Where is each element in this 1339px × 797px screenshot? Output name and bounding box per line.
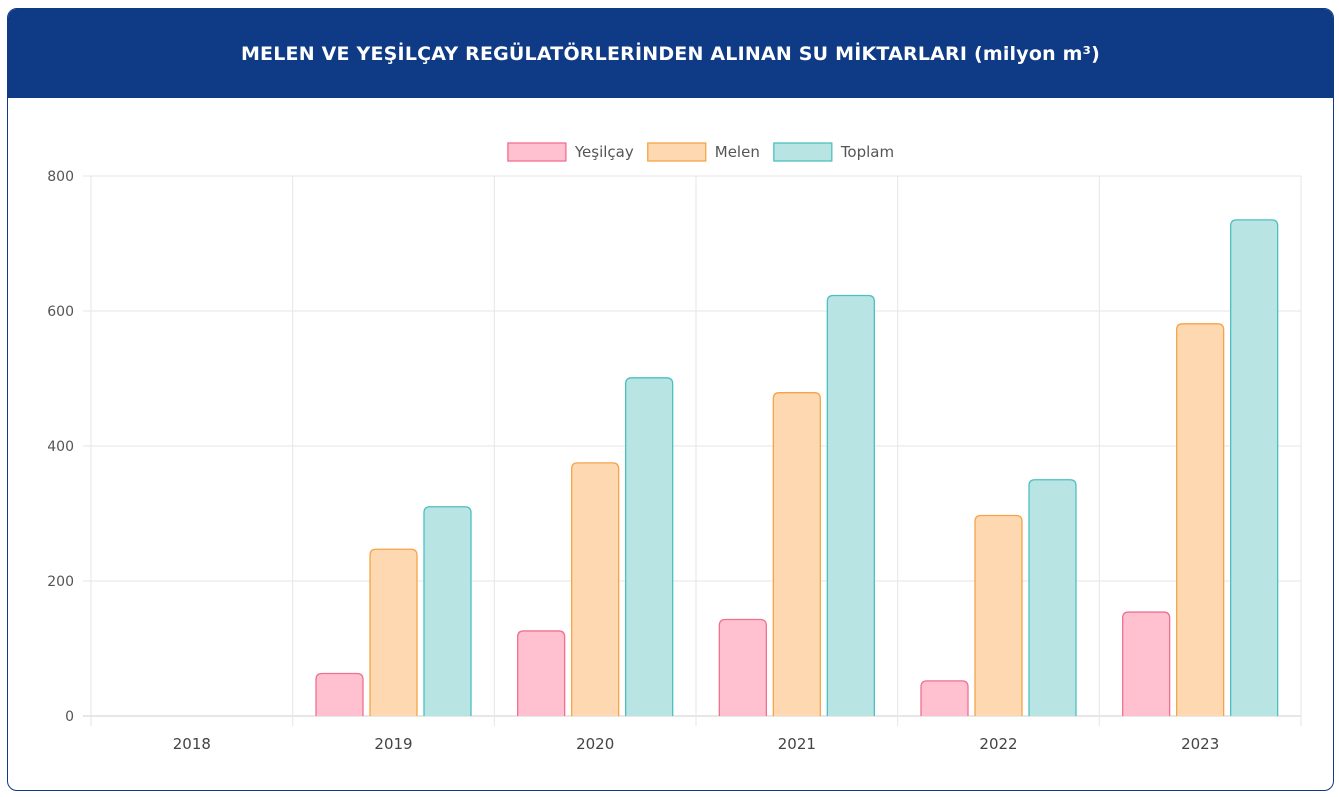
bar-melen-2020 <box>571 462 620 716</box>
bar-toplam-2021 <box>826 294 875 716</box>
y-tick-label: 800 <box>47 169 74 185</box>
bar-melen-2019 <box>369 548 418 716</box>
x-tick-label: 2019 <box>374 735 412 753</box>
legend-swatch <box>647 142 707 162</box>
bar-ye-il-ay-2023 <box>1122 611 1171 716</box>
y-tick-label: 0 <box>65 709 74 725</box>
legend-label[interactable]: Toplam <box>840 143 894 161</box>
x-tick-label: 2020 <box>576 735 614 753</box>
card-header: MELEN VE YEŞİLÇAY REGÜLATÖRLERİNDEN ALIN… <box>8 9 1333 98</box>
legend-swatch <box>773 142 833 162</box>
bar-melen-2023 <box>1176 323 1225 716</box>
chart-title: MELEN VE YEŞİLÇAY REGÜLATÖRLERİNDEN ALIN… <box>240 42 1101 65</box>
bar-melen-2022 <box>974 514 1023 716</box>
y-tick-label: 400 <box>47 439 74 455</box>
x-tick-label: 2023 <box>1181 735 1219 753</box>
bar-toplam-2023 <box>1230 219 1279 716</box>
bar-toplam-2020 <box>625 377 674 716</box>
bar-ye-il-ay-2020 <box>517 630 566 716</box>
legend-label[interactable]: Yeşilçay <box>574 143 634 161</box>
bar-toplam-2019 <box>423 506 472 716</box>
y-tick-label: 200 <box>47 574 74 590</box>
legend-label[interactable]: Melen <box>715 143 760 161</box>
x-tick-label: 2018 <box>173 735 211 753</box>
bar-toplam-2022 <box>1028 479 1077 716</box>
bar-ye-il-ay-2019 <box>315 672 364 716</box>
y-tick-label: 600 <box>47 304 74 320</box>
bar-melen-2021 <box>772 392 821 716</box>
bar-ye-il-ay-2021 <box>718 618 767 716</box>
bar-ye-il-ay-2022 <box>920 680 969 716</box>
x-tick-label: 2022 <box>979 735 1017 753</box>
x-tick-label: 2021 <box>778 735 816 753</box>
legend-swatch <box>507 142 567 162</box>
